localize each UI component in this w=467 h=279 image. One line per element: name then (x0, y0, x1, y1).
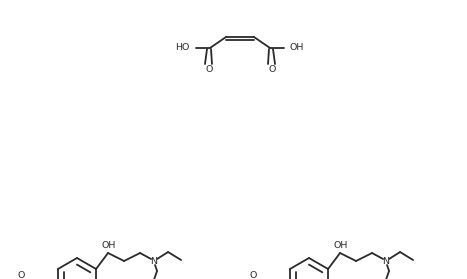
Text: O: O (17, 271, 25, 279)
Text: OH: OH (334, 240, 348, 249)
Text: OH: OH (102, 240, 116, 249)
Text: O: O (205, 66, 212, 74)
Text: N: N (382, 256, 389, 266)
Text: OH: OH (290, 44, 304, 52)
Text: O: O (249, 271, 257, 279)
Text: HO: HO (176, 44, 190, 52)
Text: N: N (150, 256, 157, 266)
Text: O: O (269, 66, 276, 74)
